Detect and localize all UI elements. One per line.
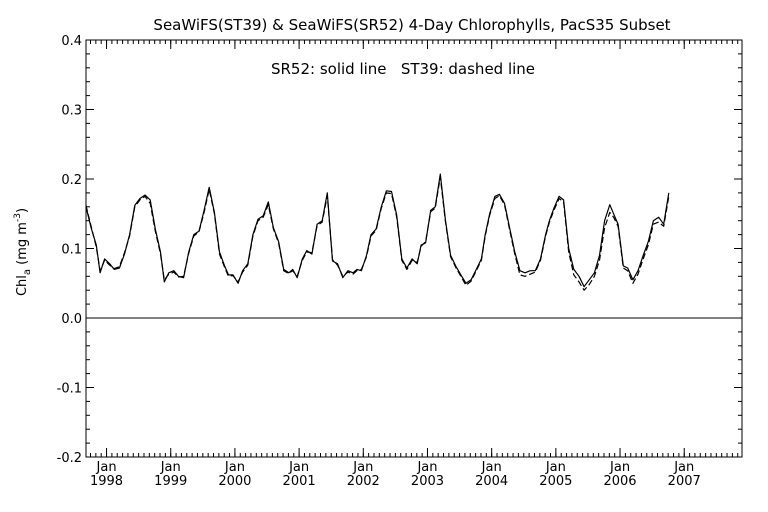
x-tick-month-label: Jan — [96, 460, 117, 475]
y-tick-label: 0.1 — [61, 243, 82, 258]
x-tick-year-label: 2004 — [475, 474, 508, 489]
y-axis-label-unit: (mg m — [15, 222, 30, 269]
series-line-sr52 — [85, 173, 670, 288]
x-tick-year-label: 2007 — [668, 474, 701, 489]
series-line-st39 — [85, 176, 670, 291]
x-tick-month-label: Jan — [545, 460, 566, 475]
y-axis-label: Chla (mg m-3) — [13, 208, 33, 296]
y-axis-label-unit-exponent: -3 — [13, 213, 23, 222]
y-tick-label: 0.4 — [61, 34, 82, 49]
x-tick-year-label: 2005 — [539, 474, 572, 489]
y-axis-label-main: Chl — [15, 275, 30, 296]
x-tick-month-label: Jan — [416, 460, 437, 475]
y-axis-label-subscript: a — [22, 269, 33, 275]
plot-frame — [85, 39, 743, 458]
x-tick-year-label: 2006 — [603, 474, 636, 489]
x-tick-month-label: Jan — [481, 460, 502, 475]
x-tick-year-label: 1999 — [154, 474, 187, 489]
x-tick-month-label: Jan — [288, 460, 309, 475]
y-tick-label: 0.2 — [61, 173, 82, 188]
x-tick-year-label: 1998 — [90, 474, 123, 489]
chart-title: SeaWiFS(ST39) & SeaWiFS(SR52) 4-Day Chlo… — [153, 16, 670, 34]
x-tick-year-label: 2001 — [283, 474, 316, 489]
y-tick-label: -0.1 — [57, 382, 82, 397]
series-annotation: SR52: solid line ST39: dashed line — [271, 60, 535, 78]
y-tick-label: 0.3 — [61, 104, 82, 119]
plot-area: -0.2-0.10.00.10.20.30.4Jan1998Jan1999Jan… — [57, 34, 743, 489]
x-tick-year-label: 2002 — [347, 474, 380, 489]
x-tick-year-label: 2000 — [218, 474, 251, 489]
x-tick-month-label: Jan — [352, 460, 373, 475]
y-axis-label-unit-close: ) — [15, 208, 30, 213]
x-tick-month-label: Jan — [160, 460, 181, 475]
y-tick-label: 0.0 — [61, 312, 82, 327]
x-tick-month-label: Jan — [224, 460, 245, 475]
x-tick-month-label: Jan — [673, 460, 694, 475]
x-tick-month-label: Jan — [609, 460, 630, 475]
y-tick-label: -0.2 — [57, 451, 82, 466]
x-tick-year-label: 2003 — [411, 474, 444, 489]
